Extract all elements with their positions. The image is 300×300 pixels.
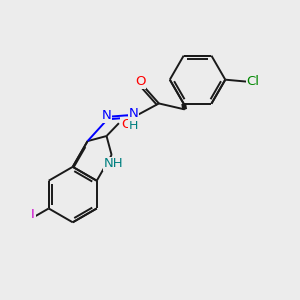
Text: N: N <box>102 109 112 122</box>
Text: N: N <box>129 107 139 120</box>
Text: Cl: Cl <box>247 75 260 88</box>
Text: O: O <box>135 75 145 88</box>
Text: O: O <box>121 118 132 131</box>
Text: I: I <box>31 208 35 221</box>
Text: NH: NH <box>104 158 123 170</box>
Text: H: H <box>129 119 138 132</box>
